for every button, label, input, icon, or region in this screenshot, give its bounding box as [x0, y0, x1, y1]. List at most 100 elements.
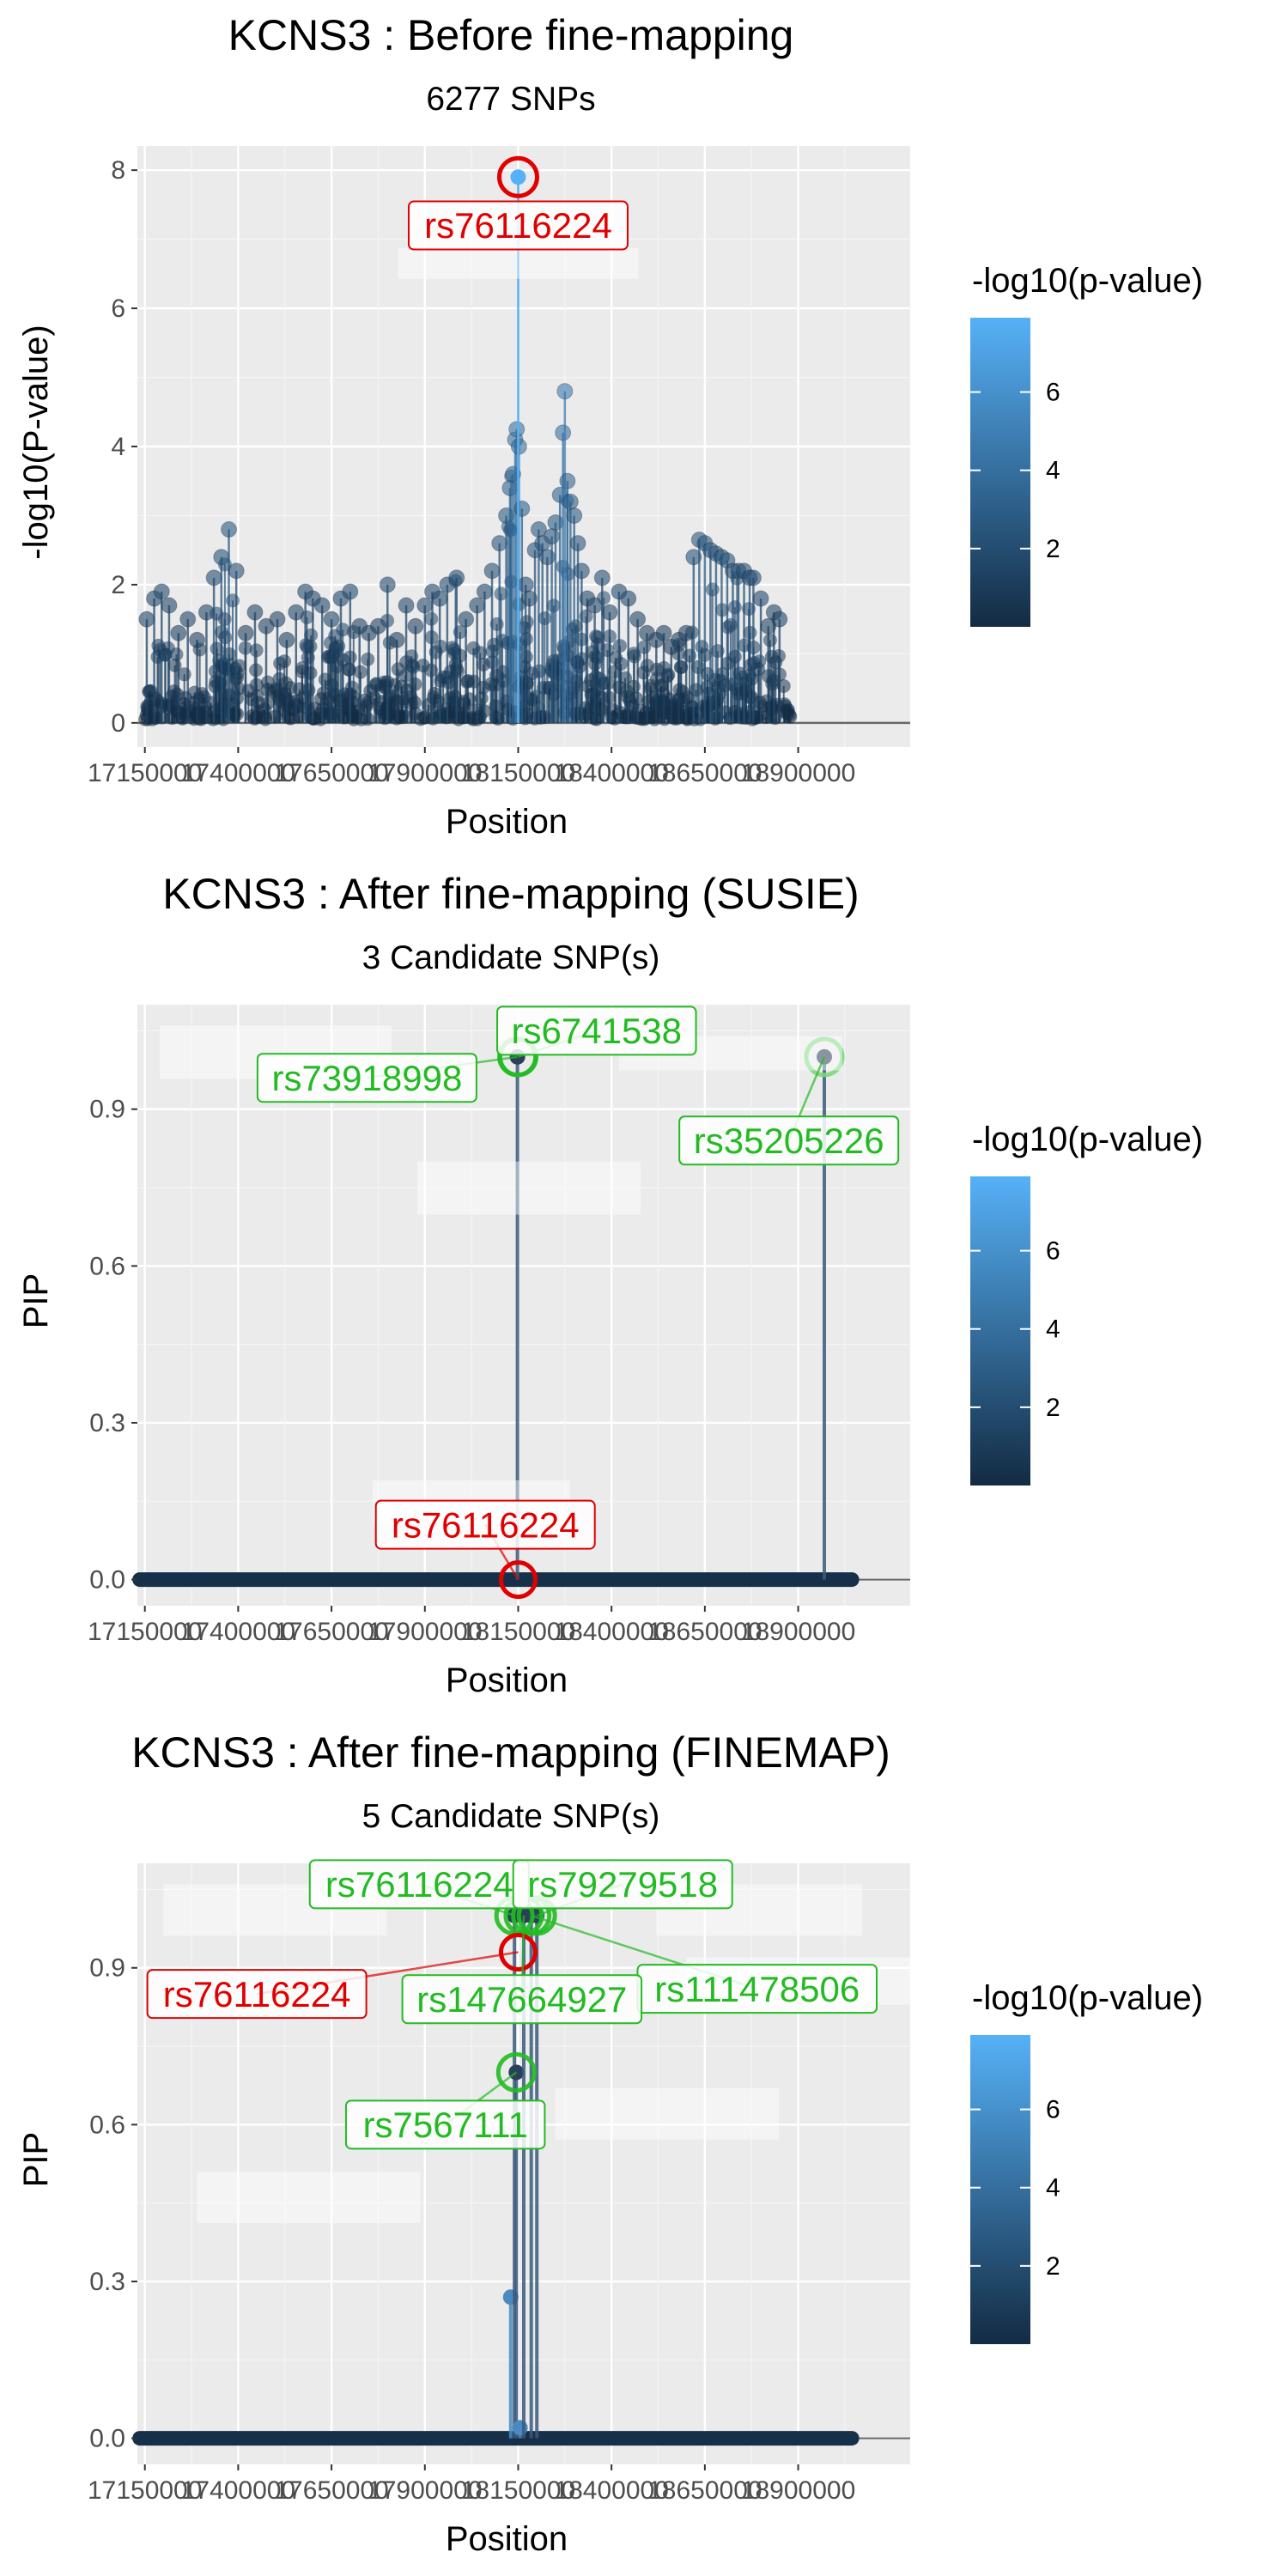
snp-point	[391, 662, 405, 677]
legend: -log10(p-value) 2 4 6	[970, 1121, 1203, 1485]
snp-point	[685, 549, 702, 566]
legend-tick-label: 6	[1046, 379, 1060, 407]
x-tick-label: 17150000	[88, 759, 202, 787]
y-tick-label: 0	[111, 709, 125, 738]
snp-point	[562, 493, 579, 510]
snp-point	[307, 702, 322, 716]
snp-point	[342, 662, 356, 677]
snp-point	[448, 690, 463, 704]
snp-label-box	[256, 1053, 477, 1103]
x-tick-label: 17400000	[181, 759, 295, 787]
snp-point	[189, 631, 206, 648]
snp-point	[508, 421, 526, 438]
x-axis-label: Position	[446, 803, 568, 841]
legend-colorbar	[970, 2035, 1030, 2344]
x-tick-label: 17650000	[274, 759, 388, 787]
snp-point	[458, 611, 475, 628]
snp-point	[382, 697, 397, 712]
snp-point	[559, 472, 576, 489]
snp-point	[169, 647, 184, 662]
snp-point	[221, 521, 238, 538]
snp-label: rs79279518	[527, 1864, 718, 1905]
x-tick-label: 18400000	[554, 1618, 668, 1646]
snp-point	[416, 597, 434, 614]
snp-point	[544, 528, 561, 545]
snp-point	[342, 583, 359, 600]
snp-point	[205, 569, 222, 586]
snp-point	[744, 569, 762, 586]
snp-point	[465, 711, 480, 726]
x-tick-label: 18150000	[461, 2476, 575, 2505]
snp-point	[752, 590, 769, 607]
snp-point	[538, 710, 552, 725]
legend-tick-label: 2	[1046, 2252, 1060, 2281]
snp-point	[605, 710, 619, 725]
legend-title: -log10(p-value)	[972, 1121, 1203, 1158]
snp-point	[228, 562, 245, 580]
snp-point	[149, 691, 163, 706]
snp-point	[771, 611, 788, 628]
x-tick-label: 17150000	[88, 1618, 202, 1646]
y-tick-label: 4	[111, 433, 125, 461]
snp-point	[573, 562, 590, 580]
snp-point	[744, 658, 758, 672]
snp-point	[332, 693, 347, 708]
y-tick-label: 0.9	[89, 1954, 125, 1983]
legend-tick-label: 6	[1046, 1237, 1060, 1266]
legend-tick-label: 2	[1046, 535, 1060, 563]
snp-point	[491, 535, 508, 552]
snp-point	[379, 576, 396, 593]
x-tick-label: 17150000	[88, 2476, 202, 2505]
x-axis-label: Position	[446, 1662, 568, 1699]
snp-point	[398, 597, 415, 614]
snp-point	[483, 562, 501, 580]
snp-label-box	[344, 2099, 546, 2150]
legend-title: -log10(p-value)	[972, 262, 1203, 300]
snp-label-box	[512, 1859, 733, 1910]
snp-point	[179, 611, 197, 628]
snp-point	[521, 590, 538, 607]
snp-label-box	[374, 1499, 596, 1550]
candidate-ring	[495, 2051, 537, 2093]
snp-label-box	[146, 1969, 368, 2020]
x-tick-label: 17650000	[274, 1618, 388, 1646]
snp-label: rs7567111	[363, 2105, 528, 2145]
snp-point	[323, 611, 340, 628]
snp-point	[614, 657, 629, 671]
label-shadow	[555, 2087, 779, 2140]
annotations: rs76116224	[398, 200, 639, 279]
snp-label: rs76116224	[325, 1864, 513, 1905]
y-axis-label: PIP	[17, 1273, 55, 1328]
snp-point	[249, 643, 264, 658]
label-shadow	[417, 1161, 641, 1215]
x-tick-label: 18900000	[741, 2476, 855, 2505]
snp-label-box	[401, 1974, 643, 2025]
y-axis-label: PIP	[17, 2132, 55, 2187]
chart-subtitle: 5 Candidate SNP(s)	[362, 1798, 660, 1835]
snp-label: rs111478506	[654, 1969, 860, 2009]
snp-point	[170, 624, 187, 641]
snp-point	[781, 706, 795, 720]
snp-point	[213, 549, 230, 566]
y-tick-label: 0.0	[89, 2425, 125, 2453]
snp-label: rs35205226	[694, 1121, 884, 1161]
snp-point	[260, 696, 275, 710]
panel-susie: KCNS3 : After fine-mapping (SUSIE) 3 Can…	[0, 859, 1288, 1717]
snp-point	[662, 692, 677, 707]
snp-label: rs147664927	[416, 1979, 627, 2020]
snp-point	[258, 617, 275, 635]
snp-point	[498, 507, 515, 524]
y-tick-label: 6	[111, 295, 125, 323]
x-tick-label: 18400000	[554, 2476, 668, 2505]
snp-point	[161, 597, 178, 614]
snp-point	[727, 600, 742, 615]
x-tick-label: 17900000	[368, 1618, 482, 1646]
x-tick-label: 18650000	[647, 1618, 762, 1646]
data-marks	[137, 155, 910, 726]
snp-point	[546, 598, 561, 613]
snp-label: rs76116224	[163, 1974, 351, 2014]
lead-snp-highlight-ring	[498, 1932, 538, 1971]
snp-point	[723, 617, 738, 632]
y-tick-label: 0.3	[89, 1409, 125, 1437]
chart-title: KCNS3 : After fine-mapping (FINEMAP)	[131, 1728, 890, 1777]
